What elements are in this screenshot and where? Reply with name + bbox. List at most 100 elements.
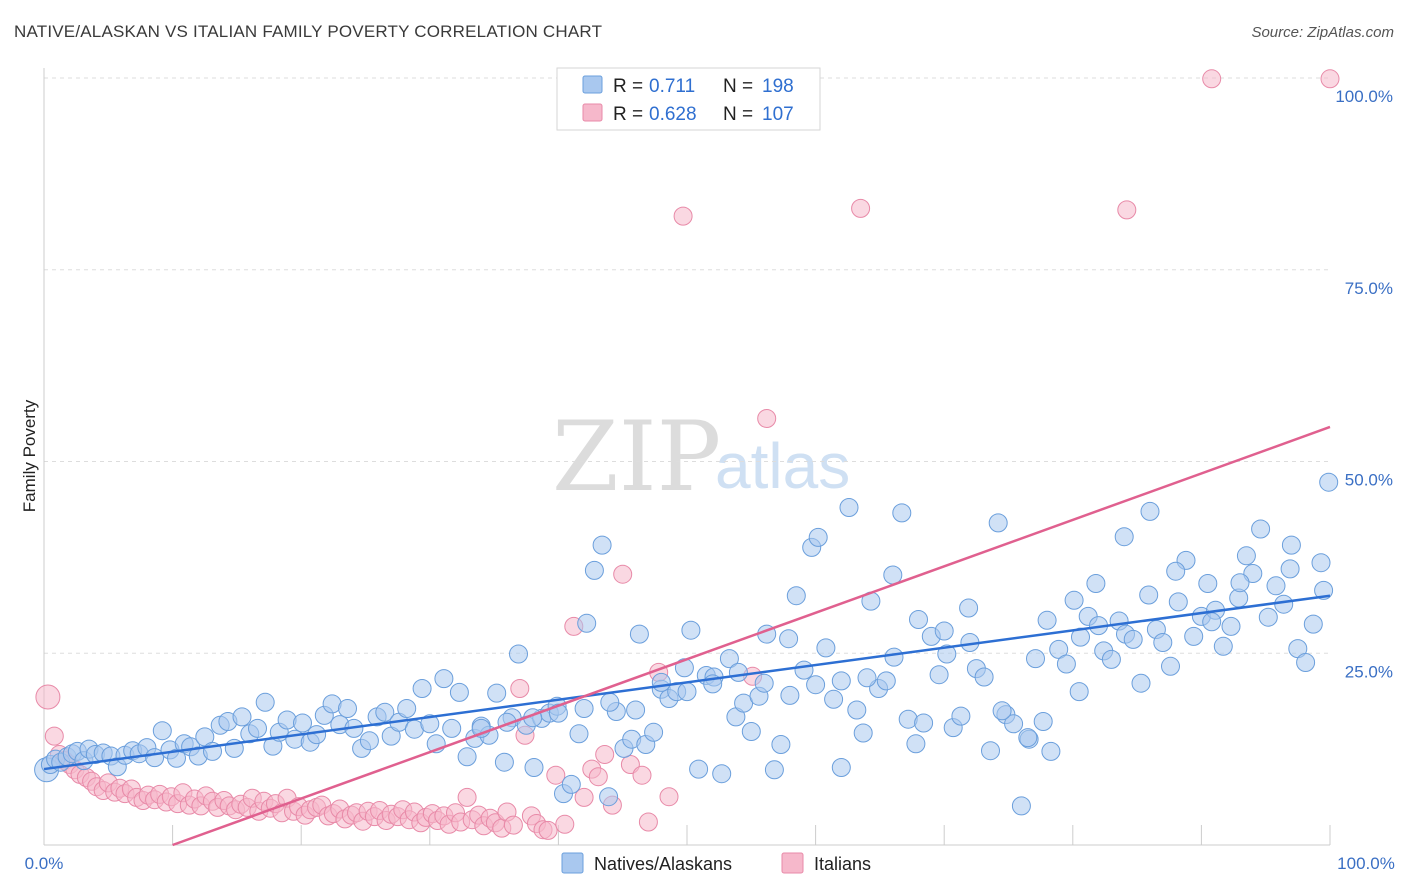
data-point bbox=[307, 725, 327, 745]
data-point bbox=[1041, 741, 1061, 761]
data-point bbox=[1213, 636, 1233, 656]
data-point bbox=[934, 621, 954, 641]
data-point bbox=[1243, 564, 1263, 583]
data-point bbox=[1131, 673, 1151, 693]
data-point bbox=[277, 710, 297, 730]
data-point bbox=[764, 760, 784, 780]
data-point bbox=[457, 747, 477, 767]
data-point bbox=[741, 722, 761, 741]
data-point bbox=[988, 513, 1008, 533]
data-point bbox=[1139, 585, 1159, 605]
legend-n-label-2: N = bbox=[723, 104, 753, 125]
data-point bbox=[831, 758, 851, 777]
data-point bbox=[375, 702, 395, 722]
data-point bbox=[974, 667, 994, 687]
y-tick-label: 25.0% bbox=[1345, 662, 1393, 681]
data-point bbox=[1086, 574, 1106, 593]
data-point bbox=[1274, 594, 1294, 614]
data-point bbox=[1296, 653, 1316, 672]
data-point bbox=[1168, 592, 1188, 612]
data-point bbox=[1202, 69, 1222, 89]
data-point bbox=[555, 814, 575, 834]
data-point bbox=[1123, 629, 1143, 649]
x-tick-label-min: 0.0% bbox=[25, 854, 64, 873]
data-point bbox=[771, 735, 791, 754]
data-point bbox=[1184, 626, 1204, 646]
data-point bbox=[674, 658, 694, 678]
natives-points bbox=[34, 472, 1339, 816]
watermark-zip: ZIP bbox=[552, 401, 721, 513]
data-point bbox=[613, 564, 633, 584]
data-point bbox=[816, 638, 836, 658]
data-point bbox=[588, 767, 608, 787]
data-point bbox=[584, 560, 604, 580]
data-point bbox=[1064, 590, 1084, 610]
data-point bbox=[595, 745, 615, 764]
data-point bbox=[248, 718, 267, 738]
data-point bbox=[1069, 682, 1089, 702]
data-point bbox=[338, 699, 357, 718]
data-point bbox=[906, 734, 926, 754]
data-point bbox=[1011, 796, 1031, 816]
data-point bbox=[1153, 633, 1173, 652]
data-point bbox=[293, 713, 312, 733]
data-point bbox=[673, 206, 693, 226]
data-point bbox=[780, 685, 800, 705]
data-point bbox=[442, 718, 462, 738]
data-point bbox=[824, 689, 844, 709]
data-point bbox=[659, 787, 679, 807]
data-point bbox=[592, 535, 612, 555]
data-point bbox=[412, 679, 432, 698]
data-point bbox=[1101, 649, 1121, 669]
data-point bbox=[1166, 561, 1186, 581]
data-point bbox=[35, 684, 61, 710]
data-point bbox=[1202, 612, 1222, 632]
data-point bbox=[847, 700, 867, 720]
y-tick-label: 75.0% bbox=[1345, 279, 1393, 298]
data-point bbox=[1230, 573, 1250, 593]
data-point bbox=[420, 714, 440, 734]
data-point bbox=[951, 706, 971, 726]
data-point bbox=[754, 673, 774, 693]
data-point bbox=[909, 610, 928, 629]
data-point bbox=[677, 682, 697, 702]
y-ticks: 25.0% 50.0% 75.0% 100.0% bbox=[1335, 87, 1393, 681]
data-point bbox=[1037, 610, 1057, 630]
data-point bbox=[1033, 712, 1053, 731]
data-point bbox=[494, 752, 514, 772]
data-point bbox=[629, 624, 649, 644]
data-point bbox=[434, 669, 454, 689]
data-point bbox=[786, 586, 806, 606]
data-point bbox=[981, 741, 1000, 761]
chart-source: Source: ZipAtlas.com bbox=[1251, 24, 1394, 41]
bottom-legend-italians: Italians bbox=[814, 854, 871, 874]
data-point bbox=[1320, 69, 1340, 89]
x-ticks bbox=[43, 825, 1331, 845]
bottom-legend-swatch-natives bbox=[561, 852, 584, 874]
data-point bbox=[1251, 519, 1271, 539]
data-point bbox=[728, 662, 748, 682]
data-point bbox=[561, 774, 581, 794]
data-point bbox=[839, 498, 859, 517]
data-point bbox=[959, 598, 979, 618]
data-point bbox=[937, 644, 957, 664]
data-point bbox=[689, 759, 709, 779]
y-tick-label: 100.0% bbox=[1335, 87, 1393, 106]
data-point bbox=[503, 815, 523, 835]
data-point bbox=[914, 713, 934, 733]
legend-r-label-1: R = bbox=[613, 76, 643, 97]
data-point bbox=[152, 721, 172, 741]
data-point bbox=[892, 503, 912, 523]
legend-swatch-natives bbox=[582, 75, 603, 94]
data-point bbox=[574, 699, 594, 718]
natives-trend-line bbox=[43, 594, 1331, 771]
data-point bbox=[1056, 654, 1076, 674]
chart-title: NATIVE/ALASKAN VS ITALIAN FAMILY POVERTY… bbox=[14, 22, 603, 41]
data-point bbox=[1198, 574, 1218, 593]
data-point bbox=[1221, 616, 1241, 636]
legend-n-value-1: 198 bbox=[762, 76, 794, 97]
italians-points bbox=[35, 69, 1340, 840]
data-point bbox=[487, 683, 507, 703]
data-point bbox=[577, 613, 597, 633]
data-point bbox=[1018, 728, 1038, 748]
